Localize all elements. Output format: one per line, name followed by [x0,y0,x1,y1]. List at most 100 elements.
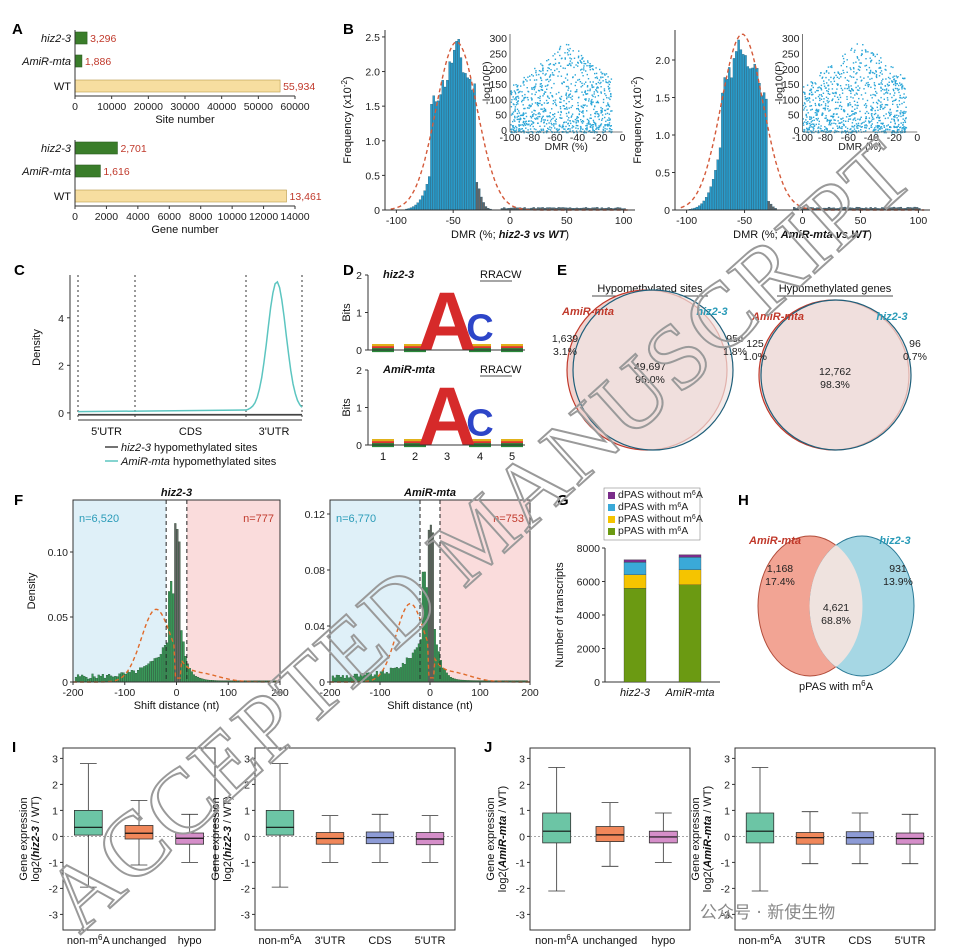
volcano-point [902,96,905,99]
volcano-point [802,104,805,107]
volcano-point [877,99,880,101]
volcano-point [552,74,554,76]
volcano-point [812,86,814,89]
volcano-point [832,92,835,95]
volcano-point [511,128,513,130]
y-axis-label: Bits [341,398,353,417]
volcano-point [546,115,549,118]
volcano-point [882,130,885,132]
volcano-point [583,62,585,65]
volcano-point [541,116,544,118]
volcano-point [887,76,890,79]
volcano-point [567,64,570,66]
volcano-point [596,126,598,129]
volcano-point [540,79,543,82]
volcano-point [571,98,573,100]
volcano-point [856,43,858,45]
volcano-point [858,97,860,100]
volcano-point [878,117,880,119]
volcano-point [575,122,577,124]
volcano-point [828,88,830,90]
volcano-point [541,86,543,88]
x-tick-label: 50 [855,215,867,227]
volcano-point [840,118,842,120]
volcano-point [898,88,900,90]
logo-glyph [372,344,394,348]
volcano-point [600,92,602,94]
histogram-bar [93,676,96,683]
volcano-point [566,64,569,66]
histogram-bar [755,68,759,211]
x-tick-label: -200 [319,687,340,699]
volcano-point [574,118,577,121]
panel-label-a: A [12,21,23,38]
logo-glyph [372,439,394,443]
volcano-point [534,117,536,120]
volcano-point [880,126,883,128]
volcano-point [894,87,897,90]
volcano-point [883,98,885,100]
volcano-point [878,83,880,85]
volcano-point [812,126,814,129]
volcano-point [530,97,533,99]
volcano-point [522,129,525,132]
histogram-bar [192,674,195,683]
volcano-point [526,80,528,82]
volcano-point [535,128,537,131]
volcano-point [539,97,541,99]
volcano-point [854,94,856,96]
volcano-point [835,113,838,115]
histogram-bar [437,100,440,211]
volcano-point [827,84,830,87]
volcano-point [532,125,534,128]
volcano-point [846,96,848,98]
volcano-point [900,83,903,86]
volcano-point [850,49,852,51]
volcano-point [855,92,858,94]
position-label: 3 [444,451,450,463]
volcano-point [848,115,850,117]
volcano-point [577,120,579,122]
volcano-point [900,84,902,86]
volcano-point [829,121,831,123]
x-axis-label: Gene number [151,224,219,236]
volcano-point [516,116,518,118]
volcano-point [894,115,896,117]
volcano-point [561,125,564,127]
volcano-point [854,112,856,114]
volcano-point [581,84,584,87]
volcano-point [833,71,836,74]
volcano-point [842,62,844,65]
histogram-bar [448,61,451,211]
volcano-point [577,104,579,107]
volcano-point [567,48,569,51]
volcano-point [530,117,533,119]
histogram-bar [418,199,422,211]
y-tick-label: 2.0 [655,55,670,67]
volcano-point [519,130,521,132]
panel-label-f: F [14,492,23,509]
volcano-point [518,124,520,126]
volcano-point [551,72,554,74]
volcano-point [880,86,882,88]
volcano-point [877,129,879,132]
volcano-point [802,118,804,120]
volcano-point [876,53,878,56]
volcano-point [817,117,819,120]
volcano-point [885,78,887,80]
volcano-point [549,79,552,81]
volcano-point [515,96,517,99]
volcano-point [547,67,549,69]
volcano-point [880,61,882,63]
volcano-point [899,74,902,76]
volcano-point [547,102,549,104]
volcano-point [588,123,590,125]
inset-x-tick-label: -60 [547,132,562,144]
y-tick-label: 4 [58,313,64,325]
inset-x-tick-label: -80 [818,132,833,144]
volcano-point [609,98,611,101]
volcano-point [814,82,816,84]
volcano-point [855,123,858,125]
inset-y-label: -log10(P) [774,61,786,104]
volcano-point [830,119,832,121]
